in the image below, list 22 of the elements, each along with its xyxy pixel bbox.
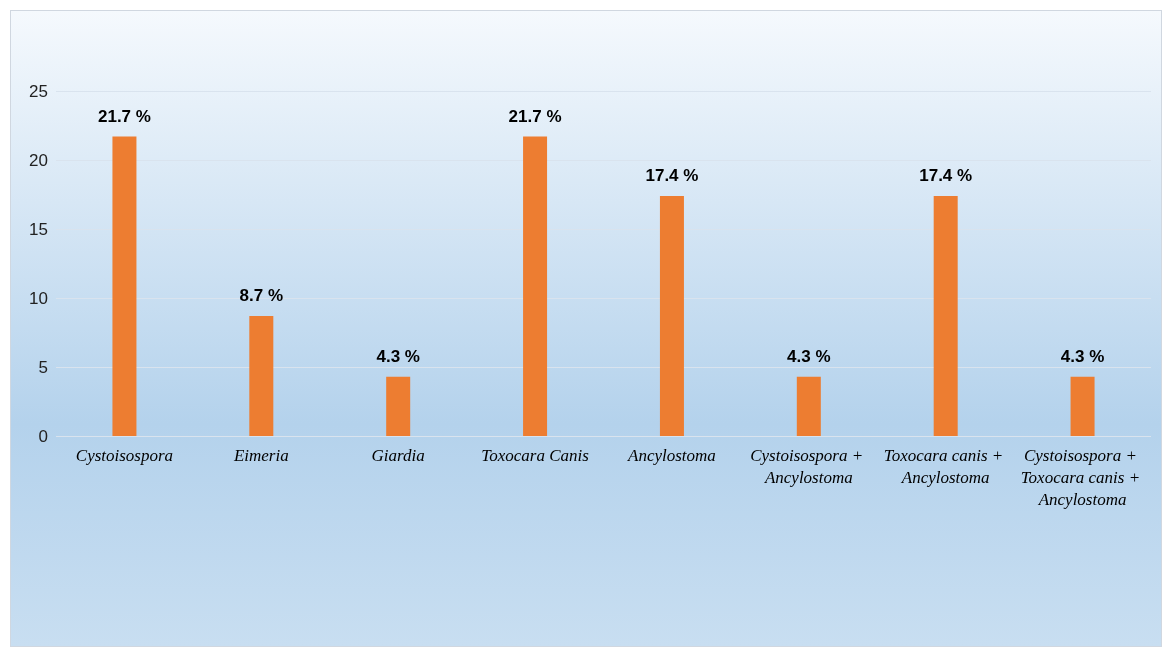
- x-tick-label: Cystoisospora + Toxocara canis + Ancylostoma: [1020, 445, 1145, 509]
- x-tick-label: Cystoisospora: [75, 445, 174, 465]
- y-tick-label: 0: [38, 426, 48, 446]
- x-tick-label: Cystoisospora + Ancylostoma: [750, 445, 868, 487]
- data-label: 4.3 %: [787, 346, 831, 366]
- y-tick-label: 20: [29, 150, 48, 170]
- x-tick-label: Toxocara Canis: [481, 445, 590, 465]
- data-label: 4.3 %: [1060, 346, 1105, 366]
- y-tick-label: 5: [38, 357, 48, 377]
- y-tick-label: 25: [29, 81, 48, 101]
- data-label: 21.7 %: [508, 106, 562, 126]
- data-label: 8.7 %: [239, 285, 284, 305]
- x-tick-label: Toxocara canis + Ancylostoma: [883, 445, 1008, 487]
- data-label: 17.4 %: [645, 165, 699, 185]
- data-label: 17.4 %: [919, 165, 973, 185]
- y-tick-label: 10: [29, 288, 48, 308]
- x-tick-label: Ancylostoma: [627, 445, 716, 465]
- data-label: 21.7 %: [97, 106, 151, 126]
- y-tick-label: 15: [29, 219, 48, 239]
- data-label: 4.3 %: [376, 346, 420, 366]
- x-tick-label: Eimeria: [232, 445, 289, 465]
- x-tick-label: Giardia: [371, 445, 425, 465]
